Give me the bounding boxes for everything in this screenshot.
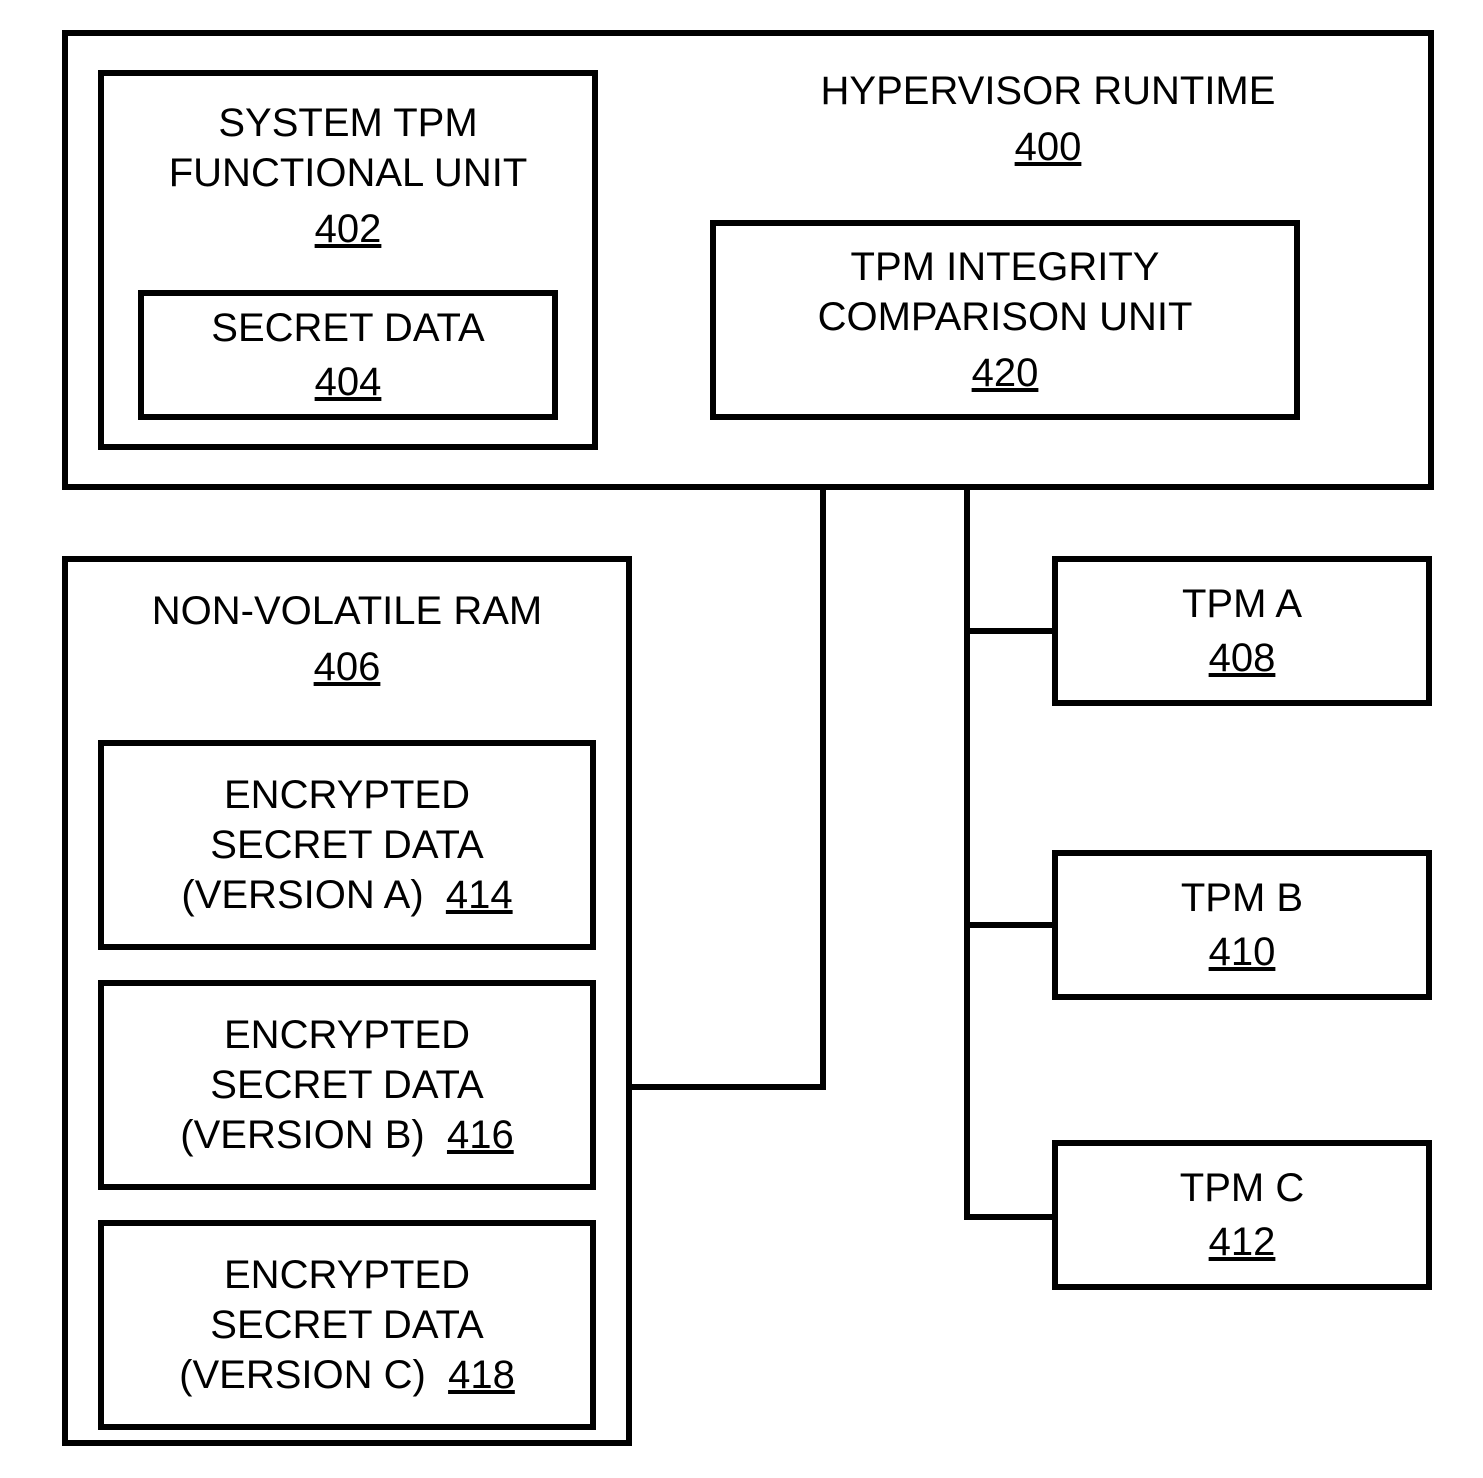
- integrity-unit-ref: 420: [972, 348, 1039, 398]
- nvram-ref: 406: [314, 642, 381, 692]
- tpm-b-title: TPM B: [1181, 873, 1303, 923]
- enc-c-version: (VERSION C): [179, 1353, 448, 1397]
- enc-b-version: (VERSION B): [180, 1113, 447, 1157]
- secret-data-ref: 404: [315, 357, 382, 407]
- tpm-c-title: TPM C: [1180, 1163, 1304, 1213]
- secret-data-box: SECRET DATA 404: [138, 290, 558, 420]
- integrity-unit-box: TPM INTEGRITY COMPARISON UNIT 420: [710, 220, 1300, 420]
- enc-b-box: ENCRYPTEDSECRET DATA (VERSION B) 416: [98, 980, 596, 1190]
- connector-line: [964, 922, 1054, 928]
- tpm-c-ref: 412: [1209, 1217, 1276, 1267]
- secret-data-title: SECRET DATA: [211, 303, 484, 353]
- connector-line: [820, 490, 826, 1090]
- enc-a-title: ENCRYPTEDSECRET DATA: [181, 770, 512, 870]
- integrity-unit-title: TPM INTEGRITY COMPARISON UNIT: [818, 242, 1193, 342]
- tpm-b-box: TPM B 410: [1052, 850, 1432, 1000]
- hypervisor-ref: 400: [708, 122, 1388, 172]
- enc-c-title: ENCRYPTEDSECRET DATA: [179, 1250, 515, 1350]
- hypervisor-title: HYPERVISOR RUNTIME: [708, 66, 1388, 116]
- system-tpm-title: SYSTEM TPM FUNCTIONAL UNIT: [169, 98, 528, 198]
- enc-b-ref: 416: [447, 1113, 514, 1157]
- tpm-a-box: TPM A 408: [1052, 556, 1432, 706]
- tpm-c-box: TPM C 412: [1052, 1140, 1432, 1290]
- enc-c-ref: 418: [448, 1353, 515, 1397]
- connector-line: [964, 628, 1054, 634]
- enc-a-box: ENCRYPTEDSECRET DATA (VERSION A) 414: [98, 740, 596, 950]
- system-tpm-ref: 402: [315, 204, 382, 254]
- tpm-a-title: TPM A: [1182, 579, 1302, 629]
- enc-a-version: (VERSION A): [181, 873, 446, 917]
- enc-c-box: ENCRYPTEDSECRET DATA (VERSION C) 418: [98, 1220, 596, 1430]
- connector-line: [964, 490, 970, 1220]
- connector-line: [964, 1214, 1054, 1220]
- enc-a-ref: 414: [446, 873, 513, 917]
- diagram-canvas: HYPERVISOR RUNTIME 400 SYSTEM TPM FUNCTI…: [0, 0, 1483, 1478]
- connector-line: [632, 1084, 826, 1090]
- tpm-b-ref: 410: [1209, 927, 1276, 977]
- tpm-a-ref: 408: [1209, 633, 1276, 683]
- nvram-title: NON-VOLATILE RAM: [152, 586, 542, 636]
- enc-b-title: ENCRYPTEDSECRET DATA: [180, 1010, 513, 1110]
